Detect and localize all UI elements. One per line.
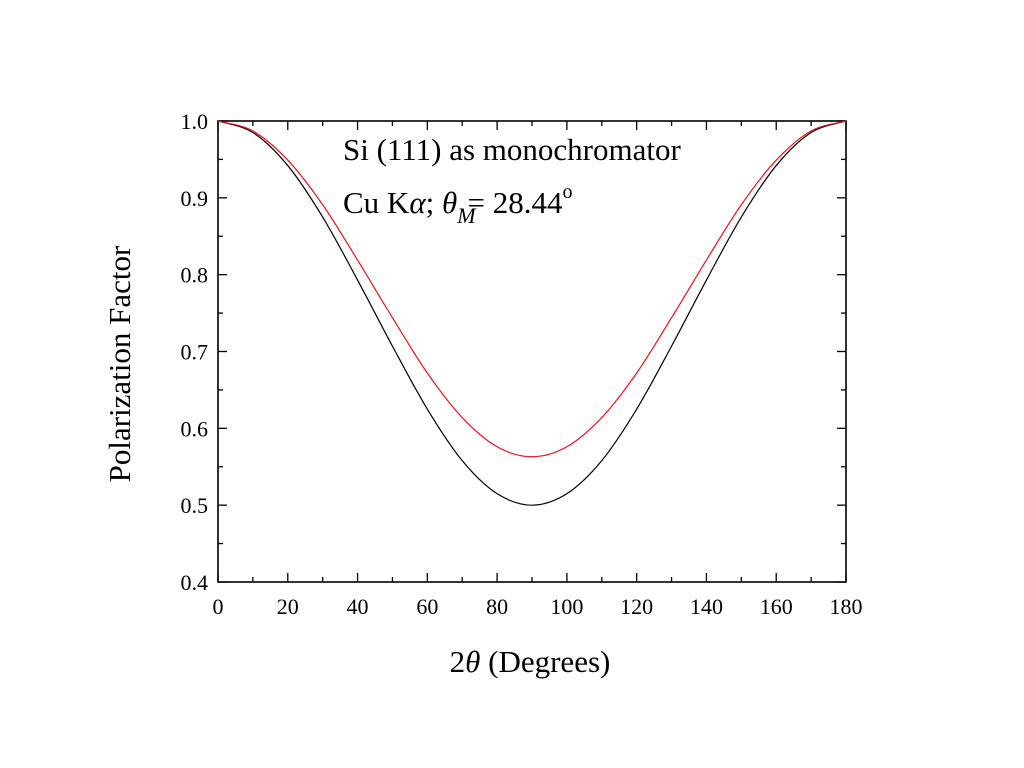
x-tick-label-8: 160 (760, 594, 793, 619)
x-tick-label-3: 60 (416, 594, 438, 619)
annotation-angle-value: = 28.44 (468, 185, 563, 220)
annotation-cu-k: Cu K (343, 185, 410, 220)
y-tick-label-1: 0.5 (181, 493, 209, 518)
annotation-monochromator: Si (111) as monochromator (343, 132, 681, 167)
y-tick-label-3: 0.7 (181, 340, 209, 365)
x-tick-label-7: 140 (690, 594, 723, 619)
x-axis-title-theta: θ (465, 644, 480, 679)
y-tick-label-4: 0.8 (181, 263, 209, 288)
y-tick-label-6: 1.0 (181, 109, 209, 134)
x-tick-label-9: 180 (830, 594, 863, 619)
x-axis-title-prefix: 2 (450, 644, 466, 679)
axis-ticks (217, 120, 847, 583)
x-tick-label-2: 40 (347, 594, 369, 619)
annotation-theta-subscript: M (456, 203, 477, 228)
annotation-theta: θ (442, 185, 457, 220)
annotation-separator: ; (426, 185, 442, 220)
x-tick-label-6: 120 (620, 594, 653, 619)
series-line-1 (217, 120, 847, 458)
series-layer (217, 120, 847, 506)
y-tick-label-5: 0.9 (181, 186, 209, 211)
y-tick-label-0: 0.4 (181, 570, 209, 595)
x-tick-label-5: 100 (550, 594, 583, 619)
series-line-0 (217, 120, 847, 506)
x-axis-title: 2θ (Degrees) (450, 644, 611, 679)
y-axis-title: Polarization Factor (102, 245, 137, 482)
y-tick-label-2: 0.6 (181, 416, 209, 441)
annotation-cu-k-alpha: Cu Kα; θM= 28.44o (343, 181, 573, 228)
axis-tick-labels: 0 20 40 60 80 100 120 140 160 180 0.4 0.5 0.6 0.7 0.8 0… (181, 109, 863, 619)
x-tick-label-0: 0 (213, 594, 224, 619)
x-tick-label-1: 20 (277, 594, 299, 619)
annotation-degree-sup: o (563, 181, 573, 203)
x-axis-title-suffix: (Degrees) (480, 644, 610, 679)
annotation-alpha: α (409, 185, 426, 220)
x-tick-label-4: 80 (486, 594, 508, 619)
